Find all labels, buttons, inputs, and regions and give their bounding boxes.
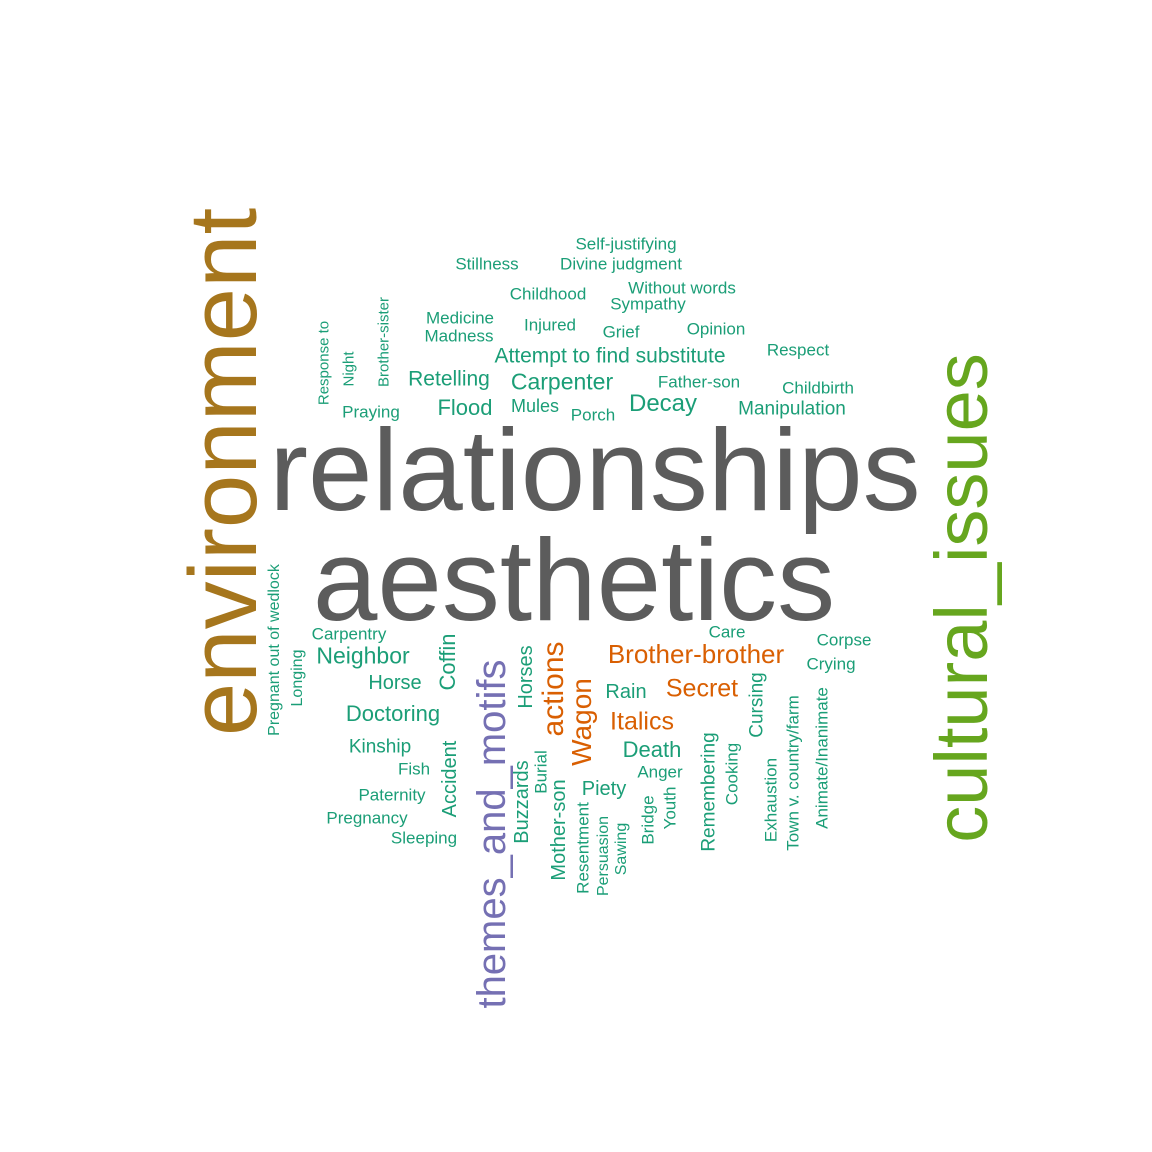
word: Decay bbox=[628, 390, 698, 417]
word: Buzzards bbox=[511, 760, 533, 844]
word: Resentment bbox=[573, 802, 593, 894]
word: Carpentry bbox=[311, 624, 387, 644]
word: Self-justifying bbox=[575, 234, 677, 254]
word: Animate/Inanimate bbox=[812, 687, 832, 829]
word: Piety bbox=[581, 778, 627, 800]
word: Secret bbox=[665, 674, 739, 703]
word: Cooking bbox=[722, 742, 742, 806]
word: Pregnancy bbox=[326, 808, 408, 828]
word: Brother-brother bbox=[607, 639, 785, 669]
word: Sleeping bbox=[390, 828, 458, 848]
word: Retelling bbox=[408, 367, 490, 391]
word: Opinion bbox=[686, 319, 746, 339]
word: Town v. country/farm bbox=[783, 695, 803, 851]
word: Longing bbox=[289, 649, 306, 707]
word: Madness bbox=[424, 326, 494, 346]
word: Death bbox=[622, 737, 682, 762]
word: Exhaustion bbox=[761, 757, 781, 843]
word: Cursing bbox=[746, 672, 768, 738]
word: Respect bbox=[766, 340, 830, 360]
word: Father-son bbox=[657, 372, 741, 392]
word: Mother-son bbox=[548, 779, 570, 881]
word: Childbirth bbox=[782, 378, 854, 398]
word: Night bbox=[340, 351, 358, 387]
word: Horse bbox=[368, 672, 422, 694]
word: Attempt to find substitute bbox=[494, 344, 726, 368]
word: Remembering bbox=[698, 732, 720, 852]
word: Rain bbox=[605, 681, 647, 703]
word: Care bbox=[708, 622, 746, 642]
word: relationships bbox=[269, 405, 921, 535]
word: Accident bbox=[439, 740, 461, 818]
word: Italics bbox=[610, 707, 674, 736]
word: Childhood bbox=[509, 284, 587, 304]
word: Sympathy bbox=[610, 294, 686, 314]
word: Mules bbox=[510, 396, 560, 416]
word: Crying bbox=[806, 654, 856, 674]
word: Anger bbox=[637, 762, 683, 782]
word: Manipulation bbox=[738, 398, 846, 420]
word: Wagon bbox=[566, 678, 597, 766]
word: Carpenter bbox=[510, 368, 614, 395]
word: Stillness bbox=[455, 254, 519, 274]
word: Youth bbox=[660, 786, 680, 830]
word: Kinship bbox=[348, 736, 412, 758]
word: Flood bbox=[437, 395, 493, 420]
word: Response to bbox=[315, 320, 333, 406]
word: Doctoring bbox=[345, 701, 441, 726]
word: Sawing bbox=[613, 822, 630, 876]
word: actions bbox=[537, 641, 570, 737]
word: Grief bbox=[602, 322, 640, 342]
word: Burial bbox=[531, 750, 551, 794]
word: Horses bbox=[515, 645, 537, 709]
word: aesthetics bbox=[312, 515, 836, 645]
word: Brother-sister bbox=[375, 296, 393, 388]
word: Coffin bbox=[435, 633, 460, 691]
word: Divine judgment bbox=[560, 254, 682, 274]
word: Injured bbox=[524, 315, 576, 335]
word: Without words bbox=[628, 278, 736, 298]
word: Persuasion bbox=[595, 815, 612, 897]
word: Porch bbox=[570, 405, 616, 425]
word: Medicine bbox=[425, 308, 495, 328]
word: Praying bbox=[342, 402, 400, 422]
word: Pregnant out of wedlock bbox=[266, 564, 283, 736]
word: Paternity bbox=[358, 785, 426, 805]
word: Neighbor bbox=[316, 642, 410, 669]
word: cultural_issues bbox=[920, 353, 1003, 843]
word: Fish bbox=[397, 759, 431, 779]
word: Bridge bbox=[638, 795, 658, 845]
word: environment bbox=[170, 207, 277, 737]
word: Corpse bbox=[816, 630, 872, 650]
word: themes_and_motifs bbox=[470, 659, 514, 1009]
